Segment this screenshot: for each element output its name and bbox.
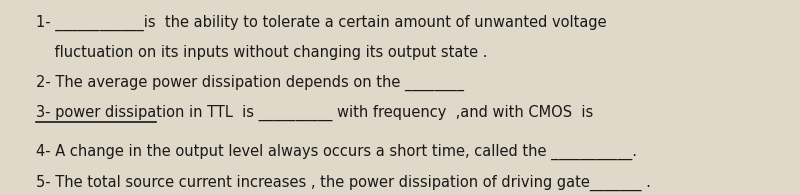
Text: 2- The average power dissipation depends on the ________: 2- The average power dissipation depends… [36, 75, 464, 91]
Text: 5- The total source current increases , the power dissipation of driving gate___: 5- The total source current increases , … [36, 174, 651, 191]
Text: 3- power dissipation in TTL  is __________ with frequency  ,and with CMOS  is: 3- power dissipation in TTL is _________… [36, 105, 594, 121]
Text: 1- ____________is  the ability to tolerate a certain amount of unwanted voltage: 1- ____________is the ability to tolerat… [36, 15, 607, 31]
Text: 4- A change in the output level always occurs a short time, called the _________: 4- A change in the output level always o… [36, 144, 638, 160]
Text: fluctuation on its inputs without changing its output state .: fluctuation on its inputs without changi… [36, 45, 488, 60]
